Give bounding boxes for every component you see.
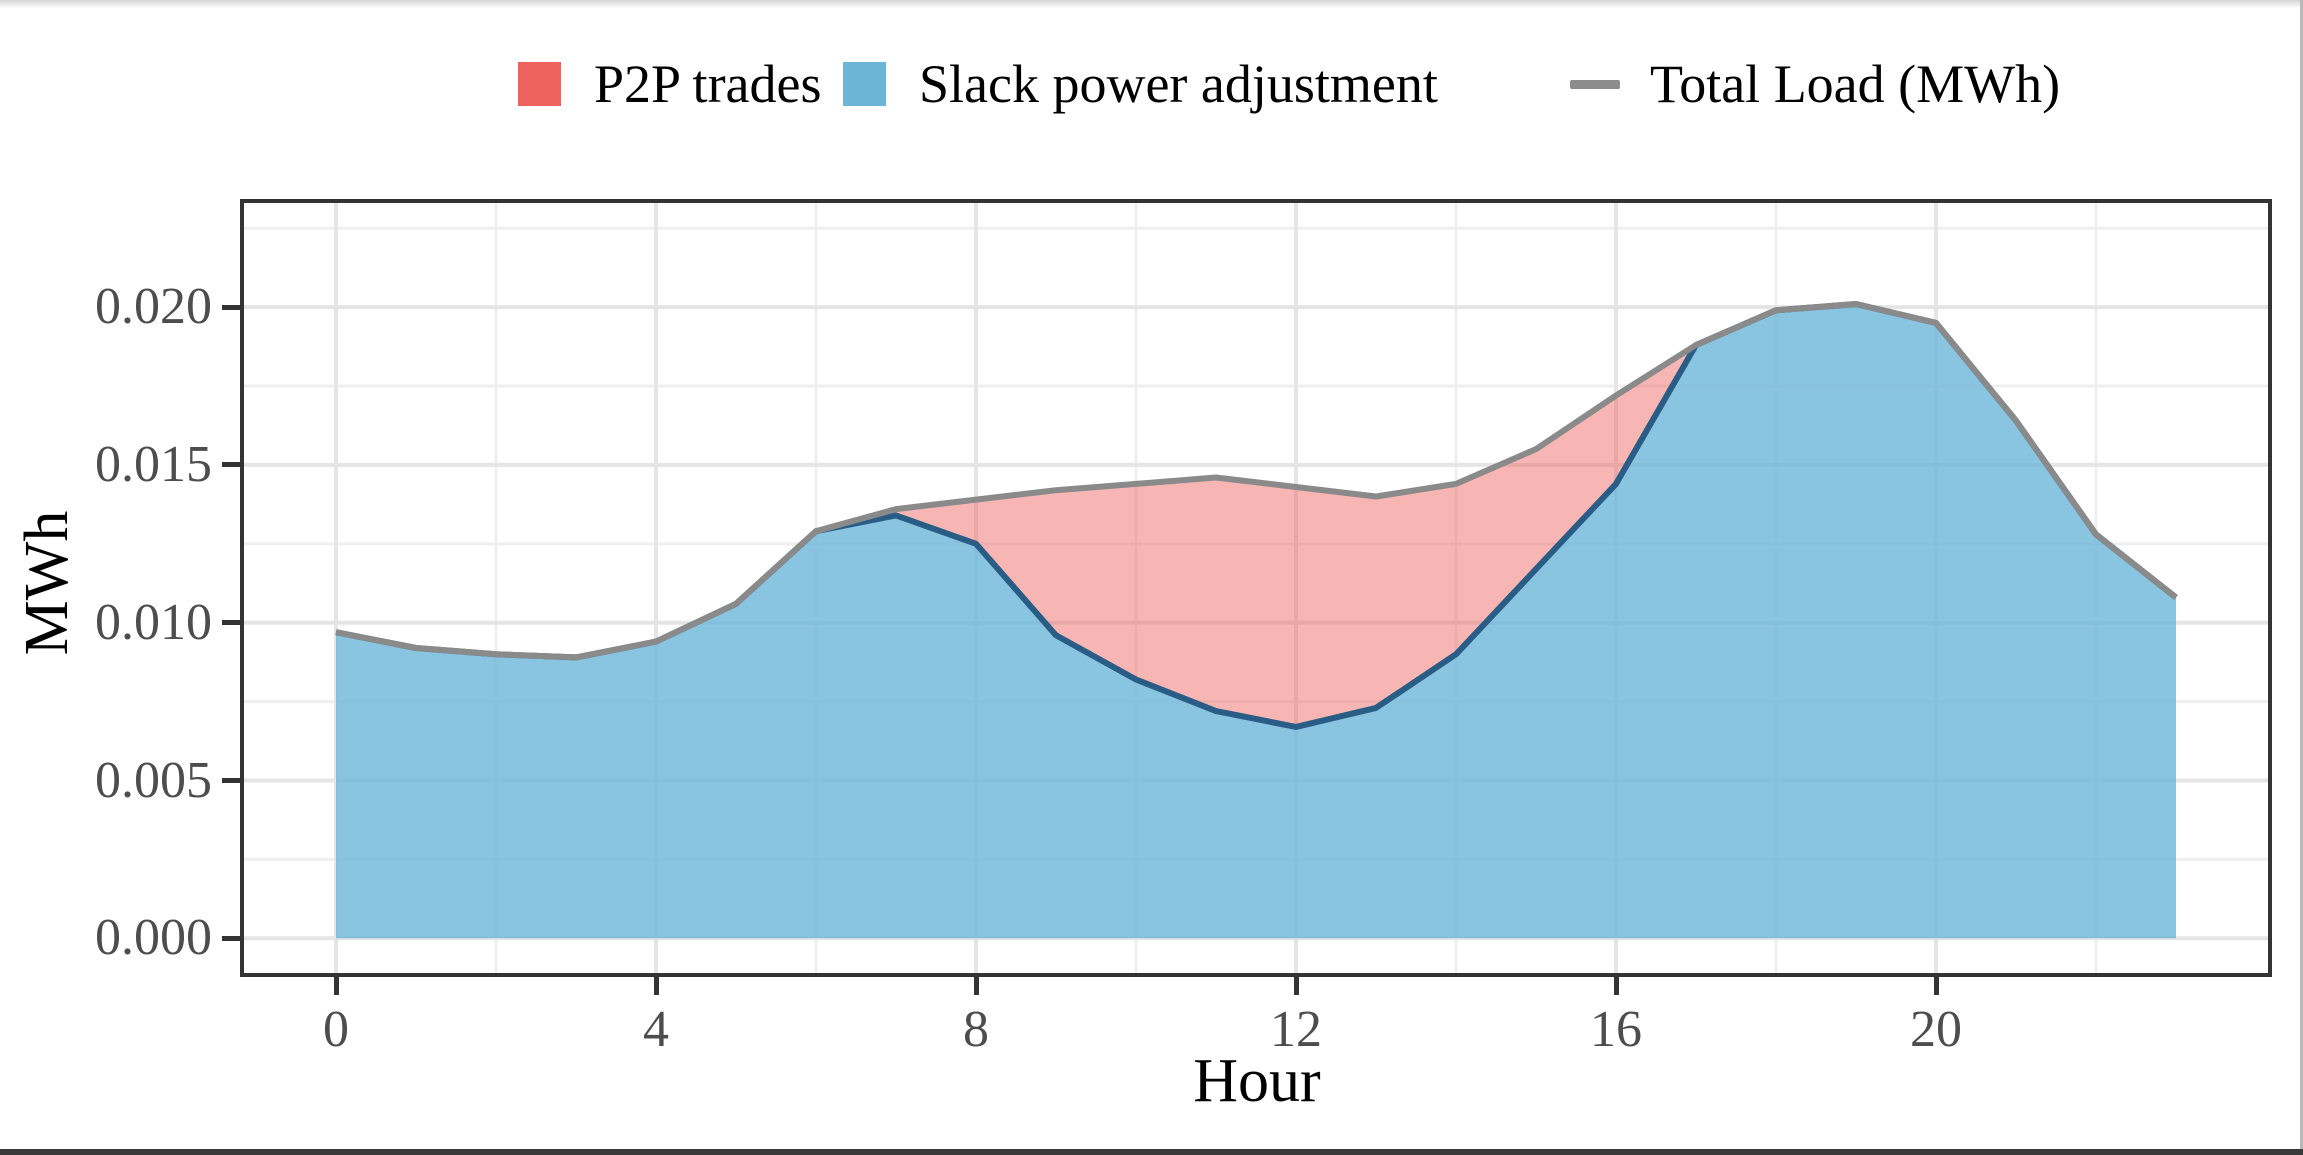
window-bottom-bar [0, 1149, 2303, 1155]
x-tick-label: 16 [1590, 1001, 1642, 1058]
y-tick-label: 0.000 [95, 909, 212, 967]
x-tick-mark [653, 977, 659, 995]
window-right-edge [2300, 0, 2303, 1155]
y-tick-label: 0.010 [95, 593, 212, 651]
x-tick-mark [1613, 977, 1619, 995]
window-top-edge [0, 0, 2303, 8]
x-tick-label: 20 [1910, 1001, 1962, 1058]
legend-item-total-load: Total Load (MWh) [1570, 55, 2060, 113]
y-tick-mark [222, 304, 240, 310]
legend-label-total-load: Total Load (MWh) [1650, 54, 2061, 114]
total-load-line [335, 301, 2178, 661]
y-tick-label: 0.015 [95, 435, 212, 493]
chart-canvas [244, 203, 2268, 973]
y-tick-mark [222, 778, 240, 783]
y-tick-mark [222, 620, 240, 626]
x-tick-label: 8 [963, 1001, 989, 1058]
slack-area [336, 304, 2176, 939]
y-axis-title: MWh [12, 510, 81, 656]
y-tick-label: 0.005 [95, 751, 212, 809]
legend-item-p2p-trades: P2P trades [518, 55, 822, 113]
p2p-trades-swatch [518, 62, 561, 106]
slack-swatch [843, 62, 886, 106]
legend-item-slack: Slack power adjustment [843, 55, 1438, 113]
y-tick-label: 0.020 [95, 278, 212, 336]
legend-label-slack: Slack power adjustment [919, 54, 1438, 114]
x-tick-label: 12 [1270, 1001, 1322, 1058]
x-axis-title: Hour [1193, 1047, 1321, 1115]
x-tick-mark [1933, 977, 1939, 995]
legend: P2P trades Slack power adjustment Total … [0, 0, 2303, 130]
legend-label-p2p-trades: P2P trades [594, 54, 822, 114]
y-tick-mark [222, 935, 240, 941]
x-tick-mark [973, 977, 979, 995]
x-tick-mark [333, 977, 339, 995]
p2p-area [336, 304, 2176, 727]
x-tick-label: 0 [323, 1001, 349, 1058]
y-tick-mark [222, 462, 240, 468]
plot-panel [240, 199, 2272, 977]
x-tick-label: 4 [643, 1001, 669, 1058]
total-load-line-swatch [1570, 79, 1620, 89]
x-tick-mark [1293, 977, 1299, 995]
